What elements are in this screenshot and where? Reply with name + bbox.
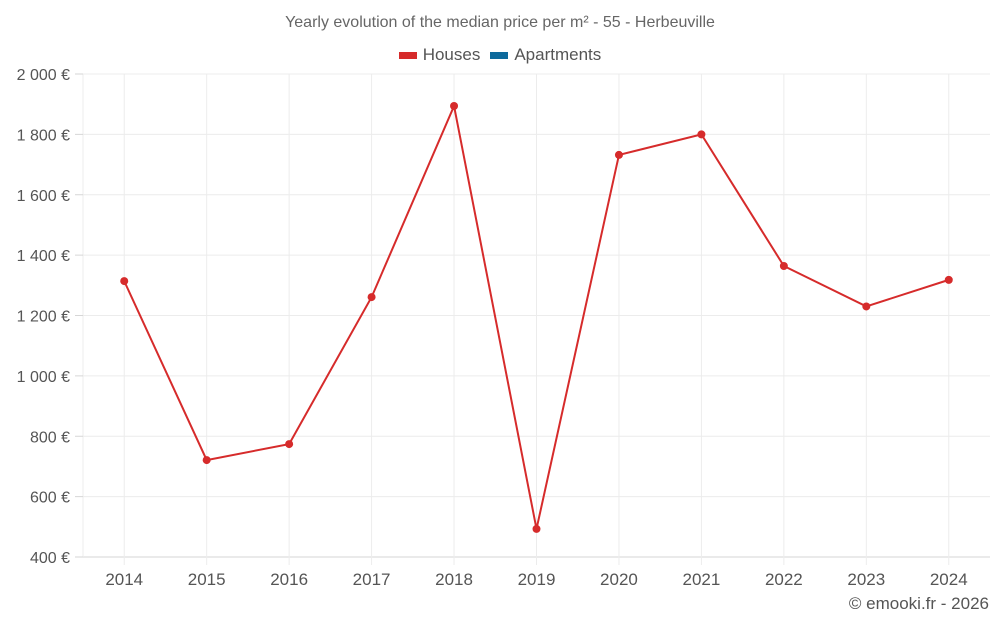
y-axis: 400 € 600 € 800 € 1 000 € 1 200 € 1 400 € 1 60…: [17, 67, 83, 567]
data-point-marker[interactable]: [202, 456, 211, 465]
x-tick-label: 2022: [765, 570, 803, 589]
legend-item-apartments[interactable]: Apartments: [490, 45, 601, 65]
data-point-marker[interactable]: [944, 275, 953, 284]
legend: Houses Apartments: [0, 45, 1000, 65]
data-point-marker[interactable]: [862, 302, 871, 311]
series-houses[interactable]: [120, 101, 953, 533]
x-tick-label: 2017: [353, 570, 391, 589]
y-tick-label: 2 000 €: [17, 67, 70, 84]
data-point-marker[interactable]: [697, 130, 706, 139]
copyright-credit: © emooki.fr - 2026: [848, 594, 989, 613]
y-tick-label: 1 800 €: [17, 127, 70, 144]
data-point-marker[interactable]: [779, 261, 788, 270]
x-tick-label: 2024: [930, 570, 968, 589]
data-point-marker[interactable]: [120, 277, 129, 286]
chart-title: Yearly evolution of the median price per…: [285, 14, 715, 31]
apartments-swatch-icon: [490, 51, 509, 59]
grid-lines: [82, 73, 990, 565]
y-tick-label: 1 400 €: [17, 248, 70, 265]
x-tick-label: 2020: [600, 570, 638, 589]
y-tick-label: 1 200 €: [17, 309, 70, 326]
y-tick-label: 600 €: [30, 490, 70, 507]
y-tick-label: 1 000 €: [17, 369, 70, 386]
data-point-marker[interactable]: [285, 440, 294, 449]
y-tick-label: 1 600 €: [17, 188, 70, 205]
data-point-marker[interactable]: [532, 524, 541, 533]
data-point-marker[interactable]: [367, 293, 376, 302]
x-tick-label: 2019: [518, 570, 556, 589]
legend-label-apartments: Apartments: [514, 45, 602, 64]
x-tick-label: 2015: [188, 570, 226, 589]
x-tick-label: 2023: [847, 570, 885, 589]
legend-item-houses[interactable]: Houses: [398, 45, 481, 65]
y-tick-label: 400 €: [30, 550, 70, 567]
x-tick-label: 2018: [435, 570, 473, 589]
y-tick-label: 800 €: [30, 429, 70, 446]
data-point-marker[interactable]: [614, 150, 623, 159]
x-tick-label: 2021: [682, 570, 720, 589]
x-tick-label: 2016: [270, 570, 308, 589]
data-point-marker[interactable]: [450, 101, 459, 110]
houses-swatch-icon: [398, 51, 417, 59]
x-tick-label: 2014: [105, 570, 143, 589]
legend-label-houses: Houses: [422, 45, 481, 64]
x-axis: 2014 2015 2016 2017 2018 2019 2020 2021 2022 2023…: [105, 570, 967, 589]
